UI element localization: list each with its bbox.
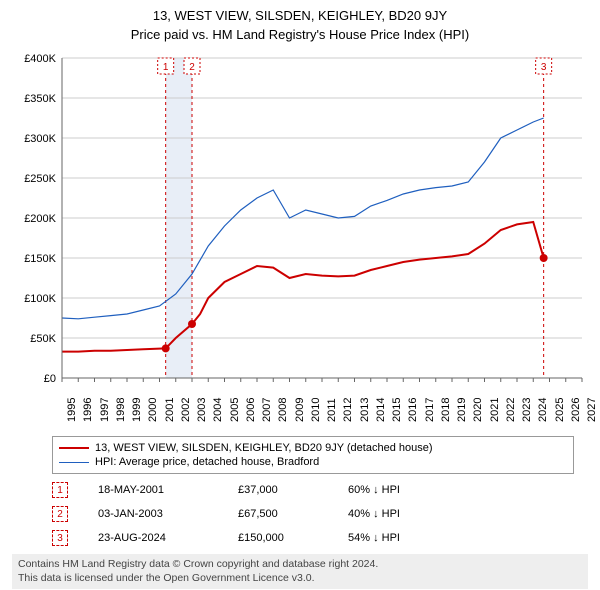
x-tick-label: 1999 [131,398,143,422]
marker-row: 3 23-AUG-2024£150,00054% ↓ HPI [52,526,574,550]
marker-date: 23-AUG-2024 [98,532,238,544]
x-tick-label: 2015 [391,398,403,422]
chart-subtitle: Price paid vs. HM Land Registry's House … [0,23,600,48]
legend-swatch [59,447,89,449]
svg-text:3: 3 [541,62,547,73]
chart-title: 13, WEST VIEW, SILSDEN, KEIGHLEY, BD20 9… [0,0,600,23]
x-tick-label: 2009 [294,398,306,422]
x-tick-label: 2004 [212,398,224,422]
marker-price: £37,000 [238,484,348,496]
svg-text:£300K: £300K [24,133,56,145]
svg-text:£200K: £200K [24,213,56,225]
svg-text:£350K: £350K [24,93,56,105]
marker-badge: 1 [52,482,68,498]
attribution-line2: This data is licensed under the Open Gov… [18,572,582,586]
x-tick-label: 1997 [99,398,111,422]
legend-label: 13, WEST VIEW, SILSDEN, KEIGHLEY, BD20 9… [95,442,433,454]
svg-text:£50K: £50K [30,333,56,345]
marker-delta: 54% ↓ HPI [348,532,400,544]
x-tick-label: 2008 [277,398,289,422]
marker-badge: 3 [52,530,68,546]
chart-container: 13, WEST VIEW, SILSDEN, KEIGHLEY, BD20 9… [0,0,600,590]
legend-row: HPI: Average price, detached house, Brad… [59,455,567,469]
x-tick-label: 2022 [505,398,517,422]
svg-text:1: 1 [163,62,169,73]
x-tick-label: 2010 [310,398,322,422]
marker-row: 1 18-MAY-2001£37,00060% ↓ HPI [52,478,574,502]
x-tick-label: 2002 [180,398,192,422]
x-tick-label: 1995 [66,398,78,422]
x-tick-label: 2000 [147,398,159,422]
legend-label: HPI: Average price, detached house, Brad… [95,456,319,468]
marker-table: 1 18-MAY-2001£37,00060% ↓ HPI 2 03-JAN-2003… [52,478,574,550]
x-tick-label: 2026 [570,398,582,422]
svg-text:£0: £0 [44,373,56,385]
x-tick-label: 2017 [424,398,436,422]
chart-plot-area: £0 £50K £100K £150K £200K £250K £300K £350K £400… [12,48,588,388]
x-tick-label: 1998 [115,398,127,422]
x-axis-labels: 1995 1996 1997 1998 1999 2000 2001 2002 2003 2004… [12,388,588,430]
svg-text:£250K: £250K [24,173,56,185]
marker-date: 03-JAN-2003 [98,508,238,520]
legend-row: 13, WEST VIEW, SILSDEN, KEIGHLEY, BD20 9… [59,441,567,455]
x-tick-label: 2021 [489,398,501,422]
svg-text:£100K: £100K [24,293,56,305]
attribution-line1: Contains HM Land Registry data © Crown c… [18,558,582,572]
marker-delta: 40% ↓ HPI [348,508,400,520]
chart-svg: £0 £50K £100K £150K £200K £250K £300K £350K £400… [12,48,588,388]
legend: 13, WEST VIEW, SILSDEN, KEIGHLEY, BD20 9… [52,436,574,474]
marker-price: £150,000 [238,532,348,544]
x-tick-label: 2024 [537,398,549,422]
x-tick-label: 2013 [359,398,371,422]
svg-text:£400K: £400K [24,53,56,65]
marker-row: 2 03-JAN-2003£67,50040% ↓ HPI [52,502,574,526]
x-tick-label: 2003 [196,398,208,422]
marker-delta: 60% ↓ HPI [348,484,400,496]
svg-text:2: 2 [189,62,195,73]
x-tick-label: 2014 [375,398,387,422]
legend-swatch [59,462,89,463]
x-tick-label: 1996 [82,398,94,422]
x-tick-label: 2016 [407,398,419,422]
svg-text:£150K: £150K [24,253,56,265]
x-tick-label: 2012 [342,398,354,422]
marker-date: 18-MAY-2001 [98,484,238,496]
x-tick-label: 2018 [440,398,452,422]
marker-price: £67,500 [238,508,348,520]
x-tick-label: 2023 [521,398,533,422]
x-tick-label: 2007 [261,398,273,422]
x-tick-label: 2025 [554,398,566,422]
marker-badge: 2 [52,506,68,522]
x-tick-label: 2006 [245,398,257,422]
x-tick-label: 2020 [472,398,484,422]
x-tick-label: 2019 [456,398,468,422]
attribution: Contains HM Land Registry data © Crown c… [12,554,588,589]
x-tick-label: 2011 [326,398,338,422]
x-tick-label: 2005 [229,398,241,422]
x-tick-label: 2027 [586,398,598,422]
x-tick-label: 2001 [164,398,176,422]
